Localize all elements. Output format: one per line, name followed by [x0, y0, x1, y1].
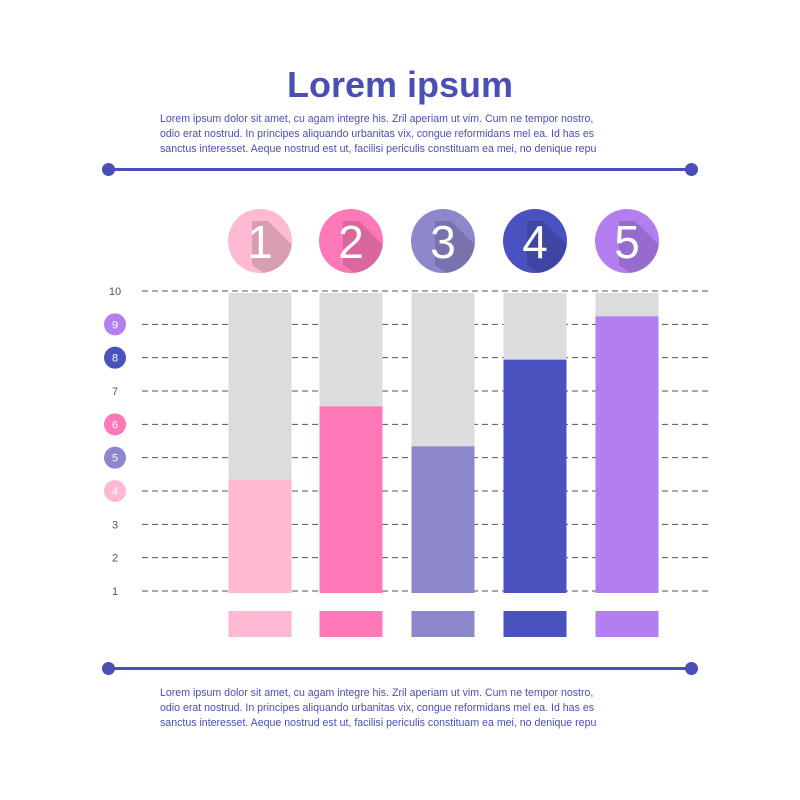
y-tick-label: 4 — [112, 486, 118, 498]
category-badge — [411, 209, 475, 273]
footer-text-line: odio erat nostrud. In principes aliquand… — [160, 702, 595, 714]
y-tick-label: 2 — [112, 553, 118, 565]
y-tick-badge — [104, 480, 126, 502]
bar-base-swatch — [228, 611, 292, 637]
footer-text-line: sanctus interesset. Aeque nostrud est ut… — [160, 717, 597, 729]
bar — [411, 446, 475, 593]
category-label: 5 — [614, 216, 640, 268]
bar-base-swatch — [411, 611, 475, 637]
category-badge — [319, 209, 383, 273]
header-text-line: Lorem ipsum dolor sit amet, cu agam inte… — [160, 113, 594, 125]
footer-description: Lorem ipsum dolor sit amet, cu agam inte… — [160, 686, 650, 731]
category-badge — [595, 209, 659, 273]
category-label: 2 — [338, 216, 364, 268]
bar — [503, 359, 567, 593]
category-badge — [228, 209, 292, 273]
y-tick-label: 6 — [112, 419, 118, 431]
y-tick-badge — [104, 413, 126, 436]
bottom-divider — [102, 662, 698, 675]
footer-text-line: Lorem ipsum dolor sit amet, cu agam inte… — [160, 687, 594, 699]
y-tick-badge — [104, 446, 126, 469]
header-text-line: sanctus interesset. Aeque nostrud est ut… — [160, 143, 597, 155]
y-tick-label: 10 — [109, 286, 121, 298]
bar-base-swatch — [595, 611, 659, 637]
header-description: Lorem ipsum dolor sit amet, cu agam inte… — [160, 112, 650, 157]
page-title: Lorem ipsum — [286, 64, 514, 105]
y-tick-label: 1 — [112, 586, 118, 598]
category-badge — [503, 209, 567, 273]
y-tick-label: 3 — [112, 519, 118, 531]
bar-base-swatch — [503, 611, 567, 637]
bar — [319, 406, 383, 593]
y-tick-label: 5 — [112, 453, 118, 465]
bar-base-swatch — [319, 611, 383, 637]
category-label: 3 — [430, 216, 456, 268]
category-label: 1 — [247, 216, 273, 268]
bar — [595, 316, 659, 593]
y-tick-label: 8 — [112, 353, 118, 365]
y-tick-label: 7 — [112, 386, 118, 398]
y-tick-badge — [104, 313, 126, 336]
bar — [228, 479, 292, 593]
top-divider — [102, 163, 698, 176]
y-tick-label: 9 — [112, 319, 118, 331]
header-text-line: odio erat nostrud. In principes aliquand… — [160, 128, 595, 140]
y-tick-badge — [104, 346, 126, 369]
category-label: 4 — [522, 216, 548, 268]
